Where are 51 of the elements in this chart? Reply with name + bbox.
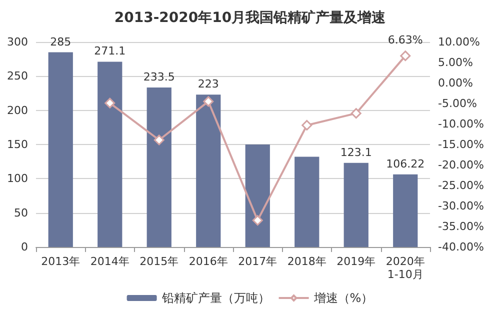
- data-label: 285: [50, 35, 72, 48]
- bar: [294, 156, 320, 247]
- x-tick-label: 2014年: [90, 255, 130, 268]
- x-tick-label: 2015年: [140, 255, 179, 268]
- x-tick-label: 2019年: [336, 255, 376, 268]
- x-tick-label: 2017年: [238, 255, 278, 268]
- x-tick-label: 2018年: [287, 255, 326, 268]
- bar: [245, 144, 270, 247]
- y-tick-label: 150: [7, 138, 28, 151]
- data-label: 123.1: [340, 146, 372, 159]
- y2-tick-label: -15.00%: [438, 138, 484, 151]
- y2-tick-label: -5.00%: [438, 97, 477, 110]
- y-tick-label: 50: [14, 206, 28, 220]
- bar: [48, 52, 73, 247]
- point: [104, 98, 116, 108]
- y-tick-label: 200: [7, 104, 28, 117]
- y-tick-label: 250: [7, 70, 28, 83]
- y2-tick-label: -30.00%: [438, 200, 484, 212]
- bar: [393, 174, 418, 247]
- y2-tick-label: 10.00%: [438, 36, 480, 48]
- point: [350, 108, 362, 119]
- data-label: 233.5: [143, 70, 175, 84]
- chart-title: 2013-2020年10月我国铅精矿产量及增速: [114, 9, 387, 26]
- point: [302, 120, 312, 130]
- y2-tick-label: -20.00%: [438, 158, 484, 172]
- bar: [196, 94, 221, 247]
- bar: [98, 62, 122, 247]
- data-label: 271.1: [94, 44, 126, 58]
- bar: [344, 162, 368, 247]
- x-tick-label: 2013年: [41, 255, 80, 268]
- data-label: 6.63%: [388, 34, 423, 47]
- bar: [146, 87, 172, 247]
- y-tick-label: 100: [7, 172, 28, 186]
- x-tick-label: 2020年 1-10月: [386, 255, 425, 281]
- y2-tick-label: 5.00%: [438, 56, 473, 69]
- y2-tick-label: -35.00%: [438, 220, 484, 233]
- data-label: 106.22: [386, 157, 425, 170]
- y2-tick-label: -40.00%: [438, 240, 484, 254]
- legend-label: 增速（%）: [312, 291, 374, 305]
- legend-label: 铅精矿产量（万吨）: [160, 291, 270, 305]
- y2-tick-label: -25.00%: [438, 179, 484, 192]
- point: [252, 215, 263, 226]
- point: [203, 96, 214, 107]
- y2-tick-label: -10.00%: [438, 118, 484, 130]
- y2-tick-label: 0.00%: [438, 76, 473, 90]
- point: [154, 134, 164, 146]
- data-label: 223: [198, 78, 219, 91]
- y-tick-label: 0: [21, 240, 28, 254]
- point: [400, 50, 411, 62]
- x-tick-label: 2016年: [188, 255, 228, 268]
- y-tick-label: 300: [7, 36, 28, 48]
